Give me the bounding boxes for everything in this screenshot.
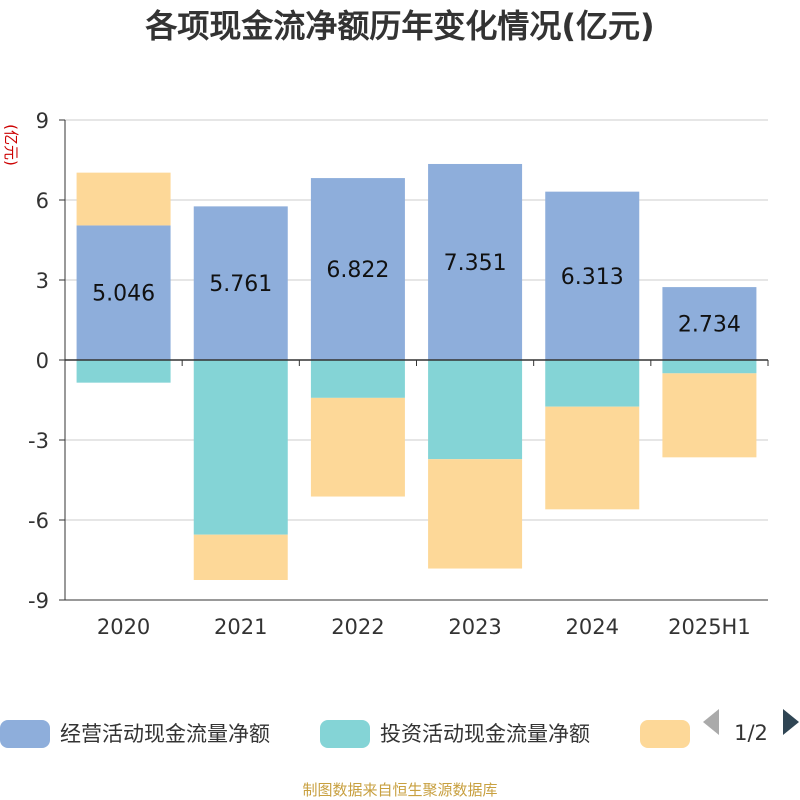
data-label: 5.046 (92, 282, 155, 307)
legend-label: 投资活动现金流量净额 (380, 722, 590, 746)
bar-series-2-2025H1[interactable] (662, 360, 757, 374)
axes: 9 6 3 0 -3 -6 -9 2020 2021 2022 2023 2024 2025H1 (28, 109, 769, 639)
y-tick-label: 9 (36, 109, 49, 133)
bar-series-2-2020[interactable] (76, 360, 171, 383)
bars (76, 163, 757, 580)
y-tick-label: 6 (36, 189, 49, 213)
x-tick-label: 2020 (97, 615, 150, 639)
data-labels: 5.046 5.761 6.822 7.351 6.313 2.734 (92, 251, 741, 338)
legend: 经营活动现金流量净额 投资活动现金流量净额 (0, 720, 690, 748)
y-tick-label: 0 (36, 349, 49, 373)
bar-series-2-2023[interactable] (428, 360, 523, 460)
legend-swatch (640, 720, 690, 748)
data-label: 7.351 (444, 251, 507, 276)
data-label: 5.761 (209, 272, 272, 297)
source-note: 制图数据来自恒生聚源数据库 (302, 781, 497, 799)
x-tick-label: 2025H1 (668, 615, 751, 639)
legend-swatch (320, 720, 370, 748)
x-tick-label: 2024 (566, 615, 619, 639)
data-label: 6.313 (561, 265, 624, 290)
bar-series-2-2021[interactable] (193, 360, 288, 535)
bar-series-1-2022[interactable] (310, 178, 405, 360)
x-tick-label: 2021 (214, 615, 267, 639)
legend-item-1[interactable]: 经营活动现金流量净额 (0, 720, 270, 748)
x-tick-label: 2022 (331, 615, 384, 639)
y-tick-label: -9 (28, 589, 49, 613)
bar-series-2-2024[interactable] (545, 360, 640, 407)
bar-series-3-2021[interactable] (193, 534, 288, 580)
x-tick-label: 2023 (448, 615, 501, 639)
legend-swatch (0, 720, 50, 748)
chart-title: 各项现金流净额历年变化情况(亿元) (145, 7, 654, 45)
bar-series-3-2022[interactable] (310, 397, 405, 497)
legend-item-3[interactable] (640, 720, 690, 748)
bar-series-3-2023[interactable] (428, 459, 523, 569)
bar-series-1-2023[interactable] (428, 163, 523, 360)
y-tick-label: 3 (36, 269, 49, 293)
bar-series-1-2021[interactable] (193, 206, 288, 360)
y-axis-unit-label: (亿元) (2, 124, 20, 166)
bar-series-3-2024[interactable] (545, 406, 640, 510)
legend-page-indicator: 1/2 (734, 721, 768, 745)
legend-label: 经营活动现金流量净额 (60, 722, 270, 746)
legend-item-2[interactable]: 投资活动现金流量净额 (320, 720, 590, 748)
data-label: 6.822 (326, 258, 389, 283)
legend-prev-page-icon[interactable] (703, 709, 719, 735)
legend-next-page-icon[interactable] (783, 709, 799, 735)
bar-series-1-2025H1[interactable] (662, 287, 757, 360)
data-label: 2.734 (678, 313, 741, 338)
y-tick-label: -3 (28, 429, 49, 453)
bar-series-3-2020[interactable] (76, 172, 171, 226)
bar-series-1-2020[interactable] (76, 225, 171, 360)
y-tick-label: -6 (28, 509, 49, 533)
bar-series-2-2022[interactable] (310, 360, 405, 398)
bar-series-1-2024[interactable] (545, 191, 640, 360)
bar-series-3-2025H1[interactable] (662, 373, 757, 458)
